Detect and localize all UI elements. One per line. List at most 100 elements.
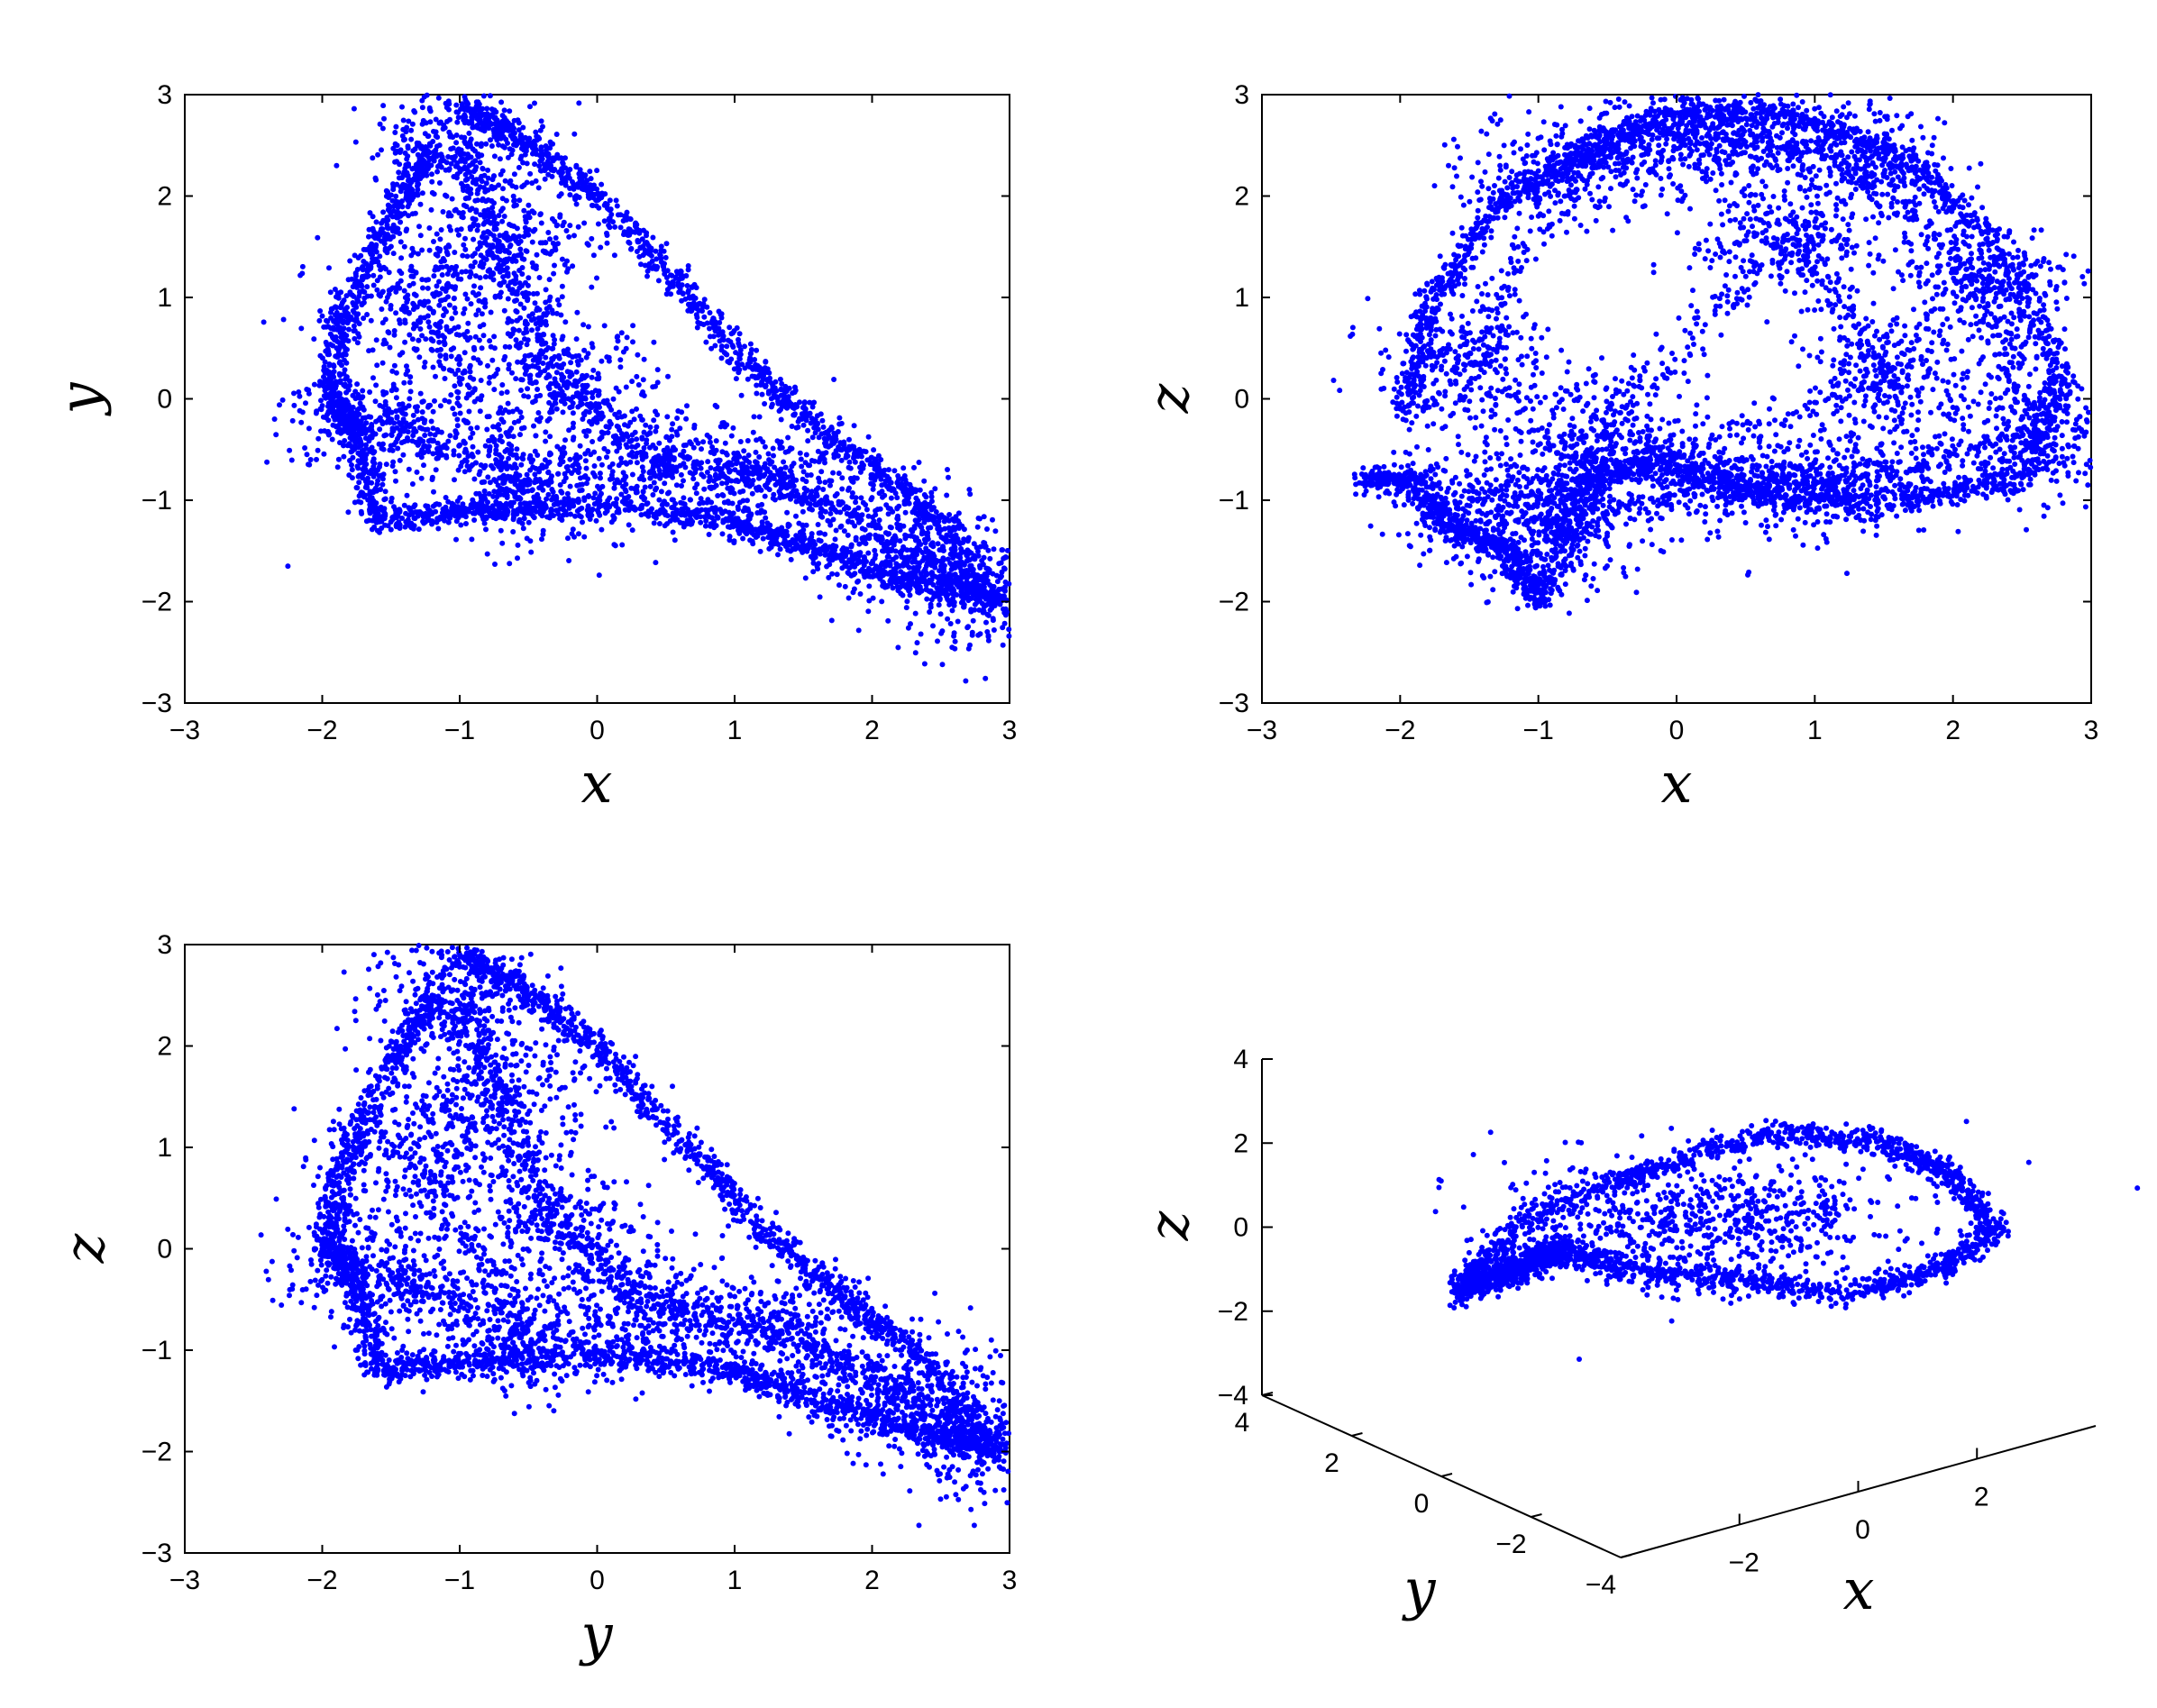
data-point <box>884 582 891 589</box>
data-point <box>411 523 417 529</box>
data-point <box>578 357 584 363</box>
data-point <box>653 256 660 262</box>
data-point <box>637 245 644 251</box>
data-point <box>629 408 635 415</box>
data-point <box>611 252 617 259</box>
data-point <box>408 179 415 185</box>
data-point <box>510 529 516 534</box>
data-point <box>331 362 336 369</box>
data-point <box>634 222 640 228</box>
data-point <box>687 439 693 445</box>
data-point <box>393 524 399 530</box>
data-point <box>596 572 602 579</box>
data-point <box>493 131 498 137</box>
data-point <box>832 452 838 459</box>
data-point <box>789 463 795 470</box>
data-point <box>420 146 426 152</box>
data-point <box>356 293 362 299</box>
data-point <box>617 224 624 231</box>
data-point <box>429 171 434 178</box>
data-point <box>483 141 489 147</box>
data-point <box>339 397 345 402</box>
data-point <box>713 438 719 444</box>
data-point <box>720 492 727 498</box>
data-point <box>583 433 590 439</box>
data-point <box>345 387 352 393</box>
data-point <box>486 119 492 125</box>
data-point <box>644 273 650 279</box>
data-point <box>793 513 799 519</box>
data-point <box>646 260 653 267</box>
data-point <box>685 263 691 269</box>
data-point <box>893 561 900 567</box>
data-point <box>615 338 621 344</box>
data-point <box>543 143 549 149</box>
data-point <box>672 537 678 543</box>
data-point <box>393 123 399 130</box>
data-point <box>511 198 517 204</box>
data-point <box>518 388 524 393</box>
data-point <box>443 193 450 199</box>
data-point <box>662 480 668 487</box>
data-point <box>505 154 511 160</box>
data-point <box>373 382 379 388</box>
data-point <box>928 525 934 531</box>
data-point <box>604 240 610 246</box>
data-point <box>383 187 389 194</box>
data-point <box>823 443 829 449</box>
data-point <box>517 496 524 502</box>
data-point <box>547 145 553 151</box>
data-point <box>870 595 876 601</box>
data-point <box>742 365 748 371</box>
data-point <box>750 541 756 547</box>
data-point <box>520 160 526 166</box>
data-point <box>919 529 926 535</box>
data-point <box>273 432 279 438</box>
data-point <box>707 310 713 315</box>
data-point <box>380 103 387 109</box>
data-point <box>873 457 879 463</box>
data-point <box>653 560 659 566</box>
data-point <box>879 598 885 605</box>
data-point <box>468 136 474 142</box>
data-point <box>827 478 833 484</box>
data-point <box>453 518 460 525</box>
data-point <box>865 608 872 615</box>
data-point <box>349 423 355 429</box>
data-point <box>966 487 973 493</box>
data-point <box>401 379 407 386</box>
data-point <box>685 507 691 513</box>
data-point <box>990 516 995 523</box>
data-point <box>961 536 967 543</box>
data-point <box>964 558 970 564</box>
data-point <box>459 180 464 187</box>
data-point <box>933 509 939 515</box>
data-point <box>636 227 643 233</box>
data-point <box>766 545 772 552</box>
data-point <box>375 151 381 158</box>
data-point <box>708 449 714 455</box>
data-point <box>730 425 736 431</box>
data-point <box>360 277 365 283</box>
data-point <box>878 457 884 462</box>
data-point <box>722 440 728 446</box>
data-point <box>541 151 547 158</box>
data-point <box>583 372 590 379</box>
data-point <box>789 424 795 429</box>
data-point <box>436 516 443 523</box>
data-point <box>438 227 444 233</box>
data-point <box>422 131 428 137</box>
data-point <box>338 302 344 308</box>
data-point <box>392 214 398 220</box>
data-point <box>902 484 908 490</box>
data-point <box>656 497 663 503</box>
data-point <box>319 403 325 409</box>
data-point <box>329 373 335 379</box>
data-point <box>644 268 651 274</box>
data-point <box>428 418 434 425</box>
data-point <box>872 466 878 472</box>
data-point <box>706 532 712 537</box>
data-point <box>427 402 434 408</box>
data-point <box>377 426 383 433</box>
data-point <box>505 400 511 406</box>
